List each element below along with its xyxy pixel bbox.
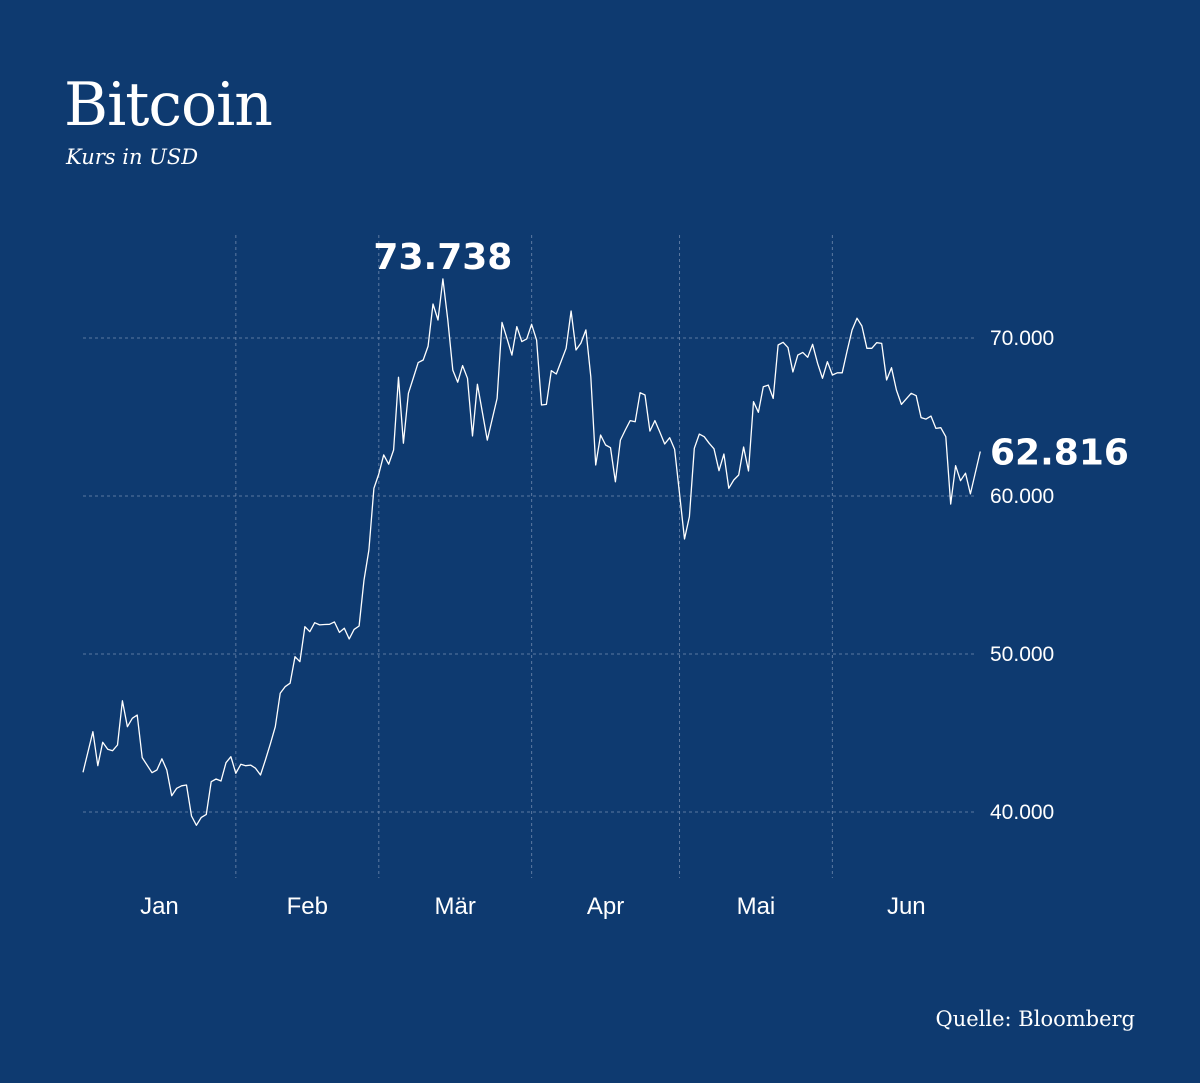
gridlines [83,235,975,878]
y-tick-label: 50.000 [990,643,1054,666]
y-tick-label: 40.000 [990,801,1054,824]
x-tick-label: Jan [140,893,179,920]
chart-title: Bitcoin [64,70,272,140]
chart-subtitle: Kurs in USD [65,145,198,169]
x-tick-label: Jun [887,893,926,920]
price-line [82,278,981,826]
y-tick-label: 70.000 [990,327,1054,350]
peak-label: 73.738 [373,237,512,278]
source-note: Quelle: Bloomberg [936,1007,1135,1031]
y-tick-label: 60.000 [990,485,1054,508]
x-axis-ticks: Jan Feb Mär Apr Mai Jun [140,893,926,920]
x-tick-label: Apr [587,893,624,920]
last-value-label: 62.816 [990,433,1129,474]
y-axis-ticks: 40.000 50.000 60.000 70.000 [990,327,1054,824]
x-tick-label: Mär [435,893,476,920]
x-tick-label: Mai [737,893,776,920]
x-tick-label: Feb [287,893,328,920]
